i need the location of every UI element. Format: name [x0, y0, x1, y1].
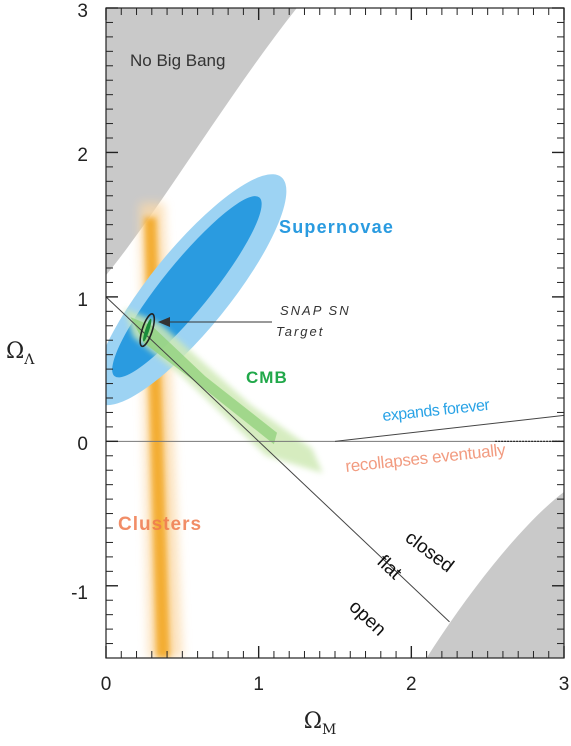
closed-label: closed — [401, 527, 458, 577]
cmb-label: CMB — [246, 368, 288, 387]
cmb-contour — [124, 308, 323, 474]
expands-recollapse-line — [334, 414, 564, 442]
flat-label: flat — [373, 551, 406, 584]
x-tick-labels: 0 1 2 3 — [101, 674, 570, 695]
open-label: open — [345, 596, 390, 640]
y-tick-label: -1 — [71, 583, 88, 604]
y-tick-label: 1 — [77, 290, 88, 311]
recollapses-label: recollapses eventually — [344, 440, 507, 476]
plot-area — [106, 8, 564, 658]
expands-forever-label: expands forever — [382, 397, 492, 425]
clusters-label: Clusters — [118, 514, 202, 535]
x-tick-label: 3 — [559, 674, 570, 695]
supernovae-label: Supernovae — [279, 217, 394, 237]
snap-target-contour — [139, 313, 156, 348]
snap-label-line1: SNAP SN — [280, 303, 351, 318]
lower-right-grey-region — [426, 491, 564, 658]
y-axis-title: ΩΛ — [6, 339, 35, 368]
x-axis-title: ΩM — [304, 709, 337, 738]
snap-arrow — [158, 317, 272, 327]
y-tick-label: 0 — [77, 434, 88, 455]
x-tick-label: 0 — [101, 674, 112, 695]
flat-universe-line — [106, 296, 450, 623]
no-big-bang-label: No Big Bang — [130, 51, 225, 70]
y-tick-labels: -1 0 1 2 3 — [71, 1, 88, 604]
y-tick-label: 2 — [77, 145, 88, 166]
snap-label-line2: Target — [276, 324, 324, 339]
axis-ticks — [105, 7, 565, 659]
x-tick-label: 1 — [253, 674, 264, 695]
y-tick-label: 3 — [77, 1, 88, 22]
x-tick-label: 2 — [406, 674, 417, 695]
